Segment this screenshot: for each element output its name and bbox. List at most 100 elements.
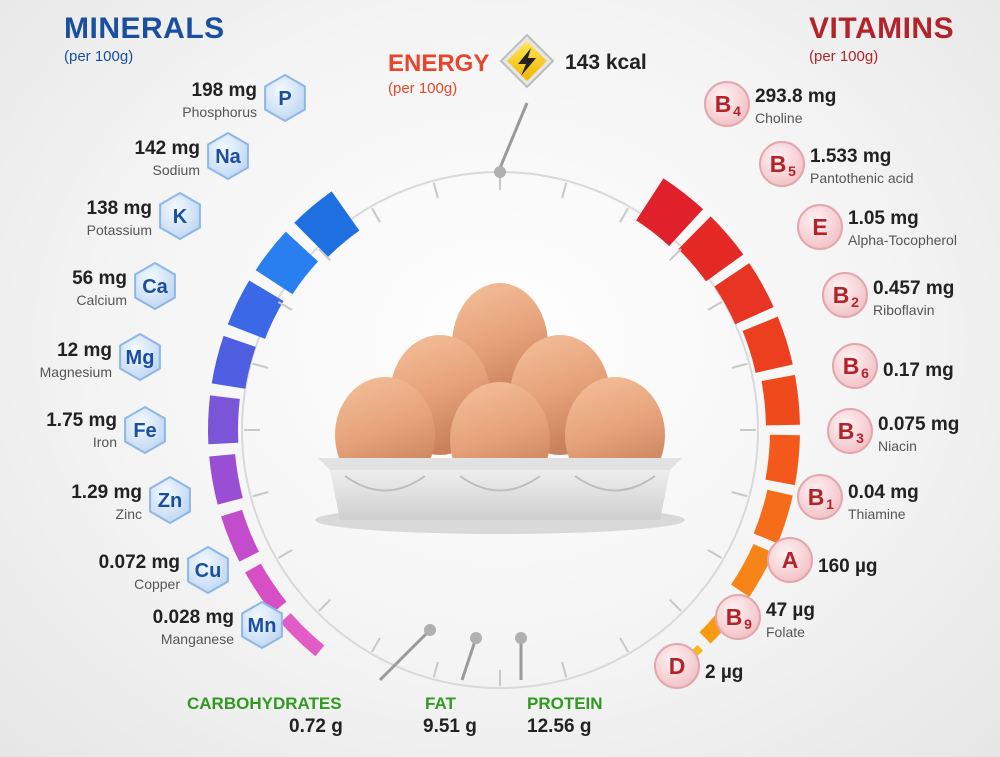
mineral-bar [221,509,260,562]
mineral-bar [227,280,284,339]
vitamin-amount: 0.075 mg [878,414,960,435]
gauge-tick [277,549,293,559]
minerals-title: MINERALS [64,12,225,45]
vitamin-letter: B [726,604,743,630]
element-symbol: P [278,88,291,110]
gauge-tick [318,248,332,262]
macro-pointers [378,624,527,682]
gauge-tick [277,301,293,311]
vitamin-bar [761,374,800,426]
gauge-tick [668,248,682,262]
vitamin-bar [636,178,704,246]
gauge-tick [561,182,568,199]
vitamin-bar [765,434,800,486]
vitamin-subscript: 5 [788,163,796,179]
element-symbol: Ca [142,276,168,298]
lightning-bolt-icon [499,33,555,89]
vitamin-subscript: 9 [744,616,752,632]
vitamin-circle-icon: E [797,204,843,250]
gauge-tick [432,182,439,199]
mineral-bar [245,563,287,613]
mineral-amount: 142 mg [134,138,200,159]
vitamin-bar [742,316,793,373]
mineral-bar [209,454,243,505]
element-hexagon-icon: Mg [119,332,161,382]
vitamin-name: Alpha-Tocopherol [848,232,957,248]
vitamin-name: Pantothenic acid [810,170,914,186]
mineral-bar [280,613,325,657]
vitamin-circle-icon: A [767,537,813,583]
element-hexagon-icon: Na [207,131,249,181]
gauge-tick [252,362,269,369]
element-symbol: Cu [195,560,222,582]
mineral-bar [255,231,319,295]
element-symbol: Fe [133,420,156,442]
gauge-tick [731,491,748,498]
vitamin-amount: 2 µg [705,662,744,683]
energy-pointer-line [498,102,529,169]
mineral-name: Manganese [160,631,234,647]
mineral-name: Calcium [76,292,127,308]
element-hexagon-icon: K [159,191,201,241]
mineral-amount: 1.29 mg [71,482,142,503]
mineral-name: Magnesium [39,364,112,380]
vitamin-subscript: 2 [851,294,859,310]
gauge-tick [707,301,723,311]
vitamins-title: VITAMINS [809,12,955,45]
mineral-name: Zinc [115,506,142,522]
vitamin-amount: 1.05 mg [848,208,919,229]
gauge-tick [371,207,381,223]
element-symbol: Na [215,146,241,168]
vitamin-amount: 47 µg [766,600,815,621]
vitamin-letter: E [812,214,827,240]
element-symbol: Mg [126,347,155,369]
vitamin-subscript: 1 [826,496,834,512]
vitamin-name: Niacin [878,438,917,454]
gauge-tick [371,637,381,653]
vitamin-letter: B [715,91,732,117]
vitamin-letter: A [782,547,799,573]
fat-label: FAT [425,694,456,713]
gauge-tick [619,207,629,223]
gauge-tick [318,598,332,612]
vitamin-circle-icon: D [654,643,700,689]
energy-title: ENERGY [388,50,490,77]
vitamin-letter: B [838,418,855,444]
vitamin-amount: 1.533 mg [810,146,892,167]
mineral-badges: P Na K Ca Mg Fe Zn Cu Mn [119,73,306,650]
element-hexagon-icon: Mn [241,600,283,650]
energy-subtitle: (per 100g) [388,80,458,97]
gauge-ticks [244,174,756,686]
mineral-amount: 56 mg [72,268,127,289]
fat-value: 9.51 g [423,716,477,737]
mineral-name: Sodium [152,162,200,178]
mineral-amount: 198 mg [191,80,257,101]
gauge-tick [707,549,723,559]
energy-pointer-dot [494,166,506,178]
mineral-amount: 1.75 mg [46,410,117,431]
gauge-tick [668,598,682,612]
vitamin-amount: 0.17 mg [883,360,954,381]
mineral-amount: 138 mg [86,198,152,219]
element-symbol: Zn [158,490,182,512]
vitamin-letter: B [843,353,860,379]
vitamin-bar [678,216,744,282]
vitamin-letter: B [833,282,850,308]
protein-label: PROTEIN [527,694,603,713]
vitamin-bar [731,543,774,597]
gauge-tick [252,491,269,498]
vitamin-name: Choline [755,110,803,126]
gauge-tick [731,362,748,369]
vitamin-letter: B [808,484,825,510]
vitamin-subscript: 4 [733,103,741,119]
element-symbol: K [173,206,188,228]
vitamin-name: Riboflavin [873,302,935,318]
carbohydrates-value: 0.72 g [289,716,343,737]
vitamin-amount: 293.8 mg [755,86,837,107]
